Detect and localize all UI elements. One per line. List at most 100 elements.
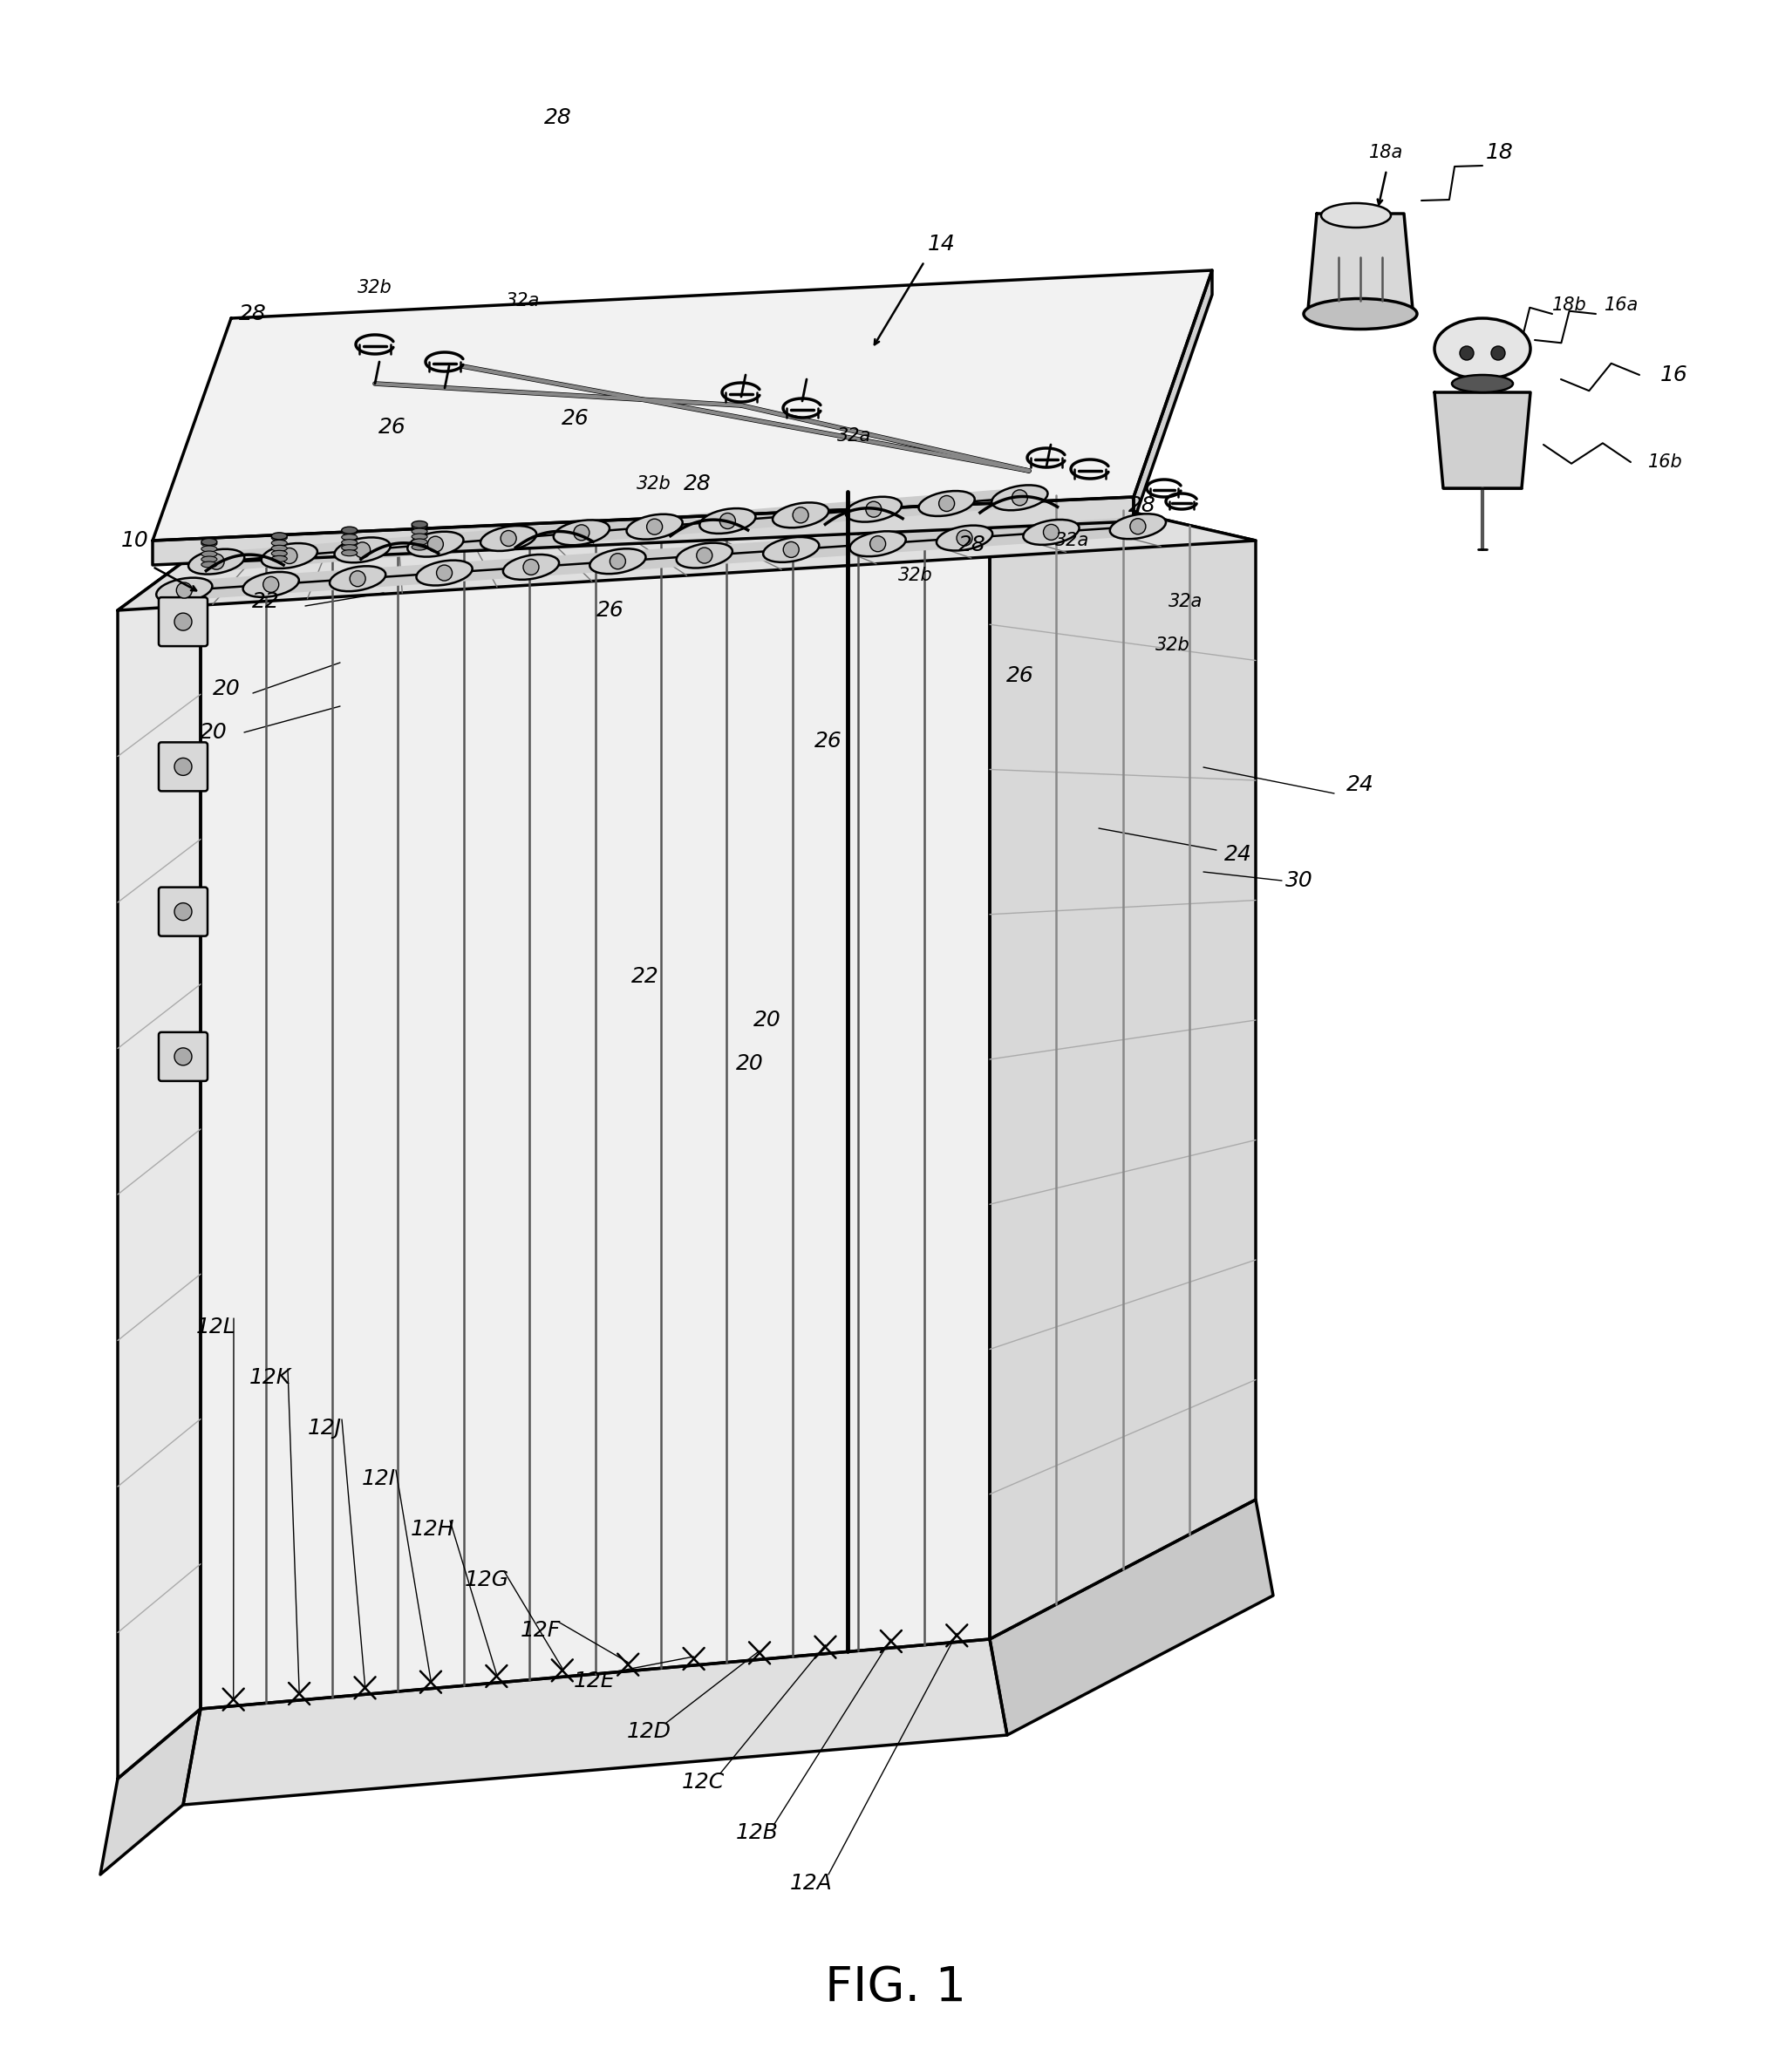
Ellipse shape (271, 555, 287, 561)
Ellipse shape (412, 522, 428, 528)
Ellipse shape (342, 544, 357, 551)
Text: 20: 20 (199, 722, 228, 742)
Circle shape (1012, 491, 1027, 505)
Circle shape (1043, 524, 1059, 540)
Ellipse shape (271, 551, 287, 557)
Ellipse shape (554, 520, 609, 544)
Text: 32a: 32a (837, 427, 871, 445)
Polygon shape (118, 480, 1256, 610)
Ellipse shape (699, 509, 756, 534)
Polygon shape (100, 1709, 201, 1874)
Text: 12H: 12H (410, 1520, 455, 1540)
Ellipse shape (849, 532, 905, 557)
Ellipse shape (188, 548, 244, 573)
Ellipse shape (1109, 513, 1167, 538)
Text: 32b: 32b (1156, 637, 1190, 654)
Text: 20: 20 (213, 678, 240, 699)
Ellipse shape (937, 526, 993, 551)
Text: 12L: 12L (197, 1316, 237, 1338)
Circle shape (174, 759, 192, 775)
Circle shape (869, 536, 885, 553)
Text: 26: 26 (378, 417, 407, 437)
Ellipse shape (201, 561, 217, 567)
Ellipse shape (480, 526, 536, 551)
Polygon shape (201, 480, 989, 1709)
Circle shape (174, 903, 192, 920)
Ellipse shape (342, 526, 357, 534)
Ellipse shape (627, 513, 683, 540)
Text: 26: 26 (597, 600, 624, 621)
Circle shape (174, 612, 192, 631)
Polygon shape (989, 480, 1256, 1639)
Circle shape (697, 548, 711, 563)
Ellipse shape (201, 538, 217, 544)
Circle shape (573, 524, 590, 540)
FancyBboxPatch shape (159, 1033, 208, 1080)
Circle shape (500, 530, 516, 546)
Ellipse shape (412, 544, 428, 551)
Text: 12A: 12A (790, 1872, 831, 1893)
Circle shape (939, 495, 955, 511)
Ellipse shape (1303, 299, 1417, 330)
Circle shape (783, 542, 799, 557)
Ellipse shape (504, 555, 559, 579)
Ellipse shape (330, 567, 385, 592)
Text: 28: 28 (959, 534, 986, 555)
Polygon shape (989, 1499, 1272, 1734)
Circle shape (208, 555, 224, 569)
Text: 22: 22 (253, 592, 280, 612)
Ellipse shape (201, 540, 217, 546)
Circle shape (281, 548, 297, 563)
Ellipse shape (1452, 375, 1512, 392)
Text: 18a: 18a (1369, 144, 1403, 161)
Ellipse shape (676, 542, 733, 567)
Text: 12C: 12C (681, 1771, 724, 1792)
Text: 22: 22 (631, 965, 659, 988)
Ellipse shape (271, 540, 287, 546)
Text: 32b: 32b (898, 567, 934, 584)
FancyBboxPatch shape (159, 742, 208, 792)
Text: 16: 16 (1661, 365, 1688, 386)
Circle shape (263, 577, 280, 592)
Ellipse shape (991, 485, 1048, 509)
Ellipse shape (412, 534, 428, 540)
Polygon shape (183, 1639, 1007, 1804)
Ellipse shape (201, 546, 217, 553)
Text: 32a: 32a (505, 293, 541, 309)
Ellipse shape (412, 538, 428, 544)
Text: 12E: 12E (573, 1670, 615, 1691)
Text: 18: 18 (1486, 142, 1514, 163)
Circle shape (1131, 518, 1145, 534)
Text: 20: 20 (753, 1010, 781, 1031)
Circle shape (1491, 346, 1505, 361)
Circle shape (523, 559, 539, 575)
Ellipse shape (590, 548, 645, 573)
Circle shape (355, 542, 371, 559)
Circle shape (174, 1047, 192, 1066)
Text: 28: 28 (1129, 495, 1156, 516)
Text: 12I: 12I (362, 1468, 396, 1489)
Text: FIG. 1: FIG. 1 (824, 1965, 966, 2010)
Text: 12J: 12J (308, 1419, 342, 1439)
Ellipse shape (271, 534, 287, 540)
Text: 26: 26 (561, 408, 590, 429)
Text: 32a: 32a (1055, 532, 1090, 548)
Circle shape (437, 565, 452, 581)
Ellipse shape (342, 540, 357, 546)
Text: 32a: 32a (1168, 594, 1202, 610)
Polygon shape (1308, 214, 1412, 309)
Text: 12F: 12F (520, 1621, 561, 1641)
Ellipse shape (271, 544, 287, 551)
Text: 16a: 16a (1606, 297, 1640, 313)
Ellipse shape (763, 536, 819, 563)
Circle shape (609, 553, 625, 569)
Circle shape (957, 530, 973, 546)
Ellipse shape (201, 557, 217, 563)
Ellipse shape (1321, 204, 1391, 227)
Ellipse shape (201, 551, 217, 557)
Polygon shape (1134, 270, 1211, 522)
Text: 24: 24 (1224, 843, 1253, 864)
Circle shape (647, 520, 663, 534)
Circle shape (720, 513, 735, 528)
Ellipse shape (342, 551, 357, 557)
